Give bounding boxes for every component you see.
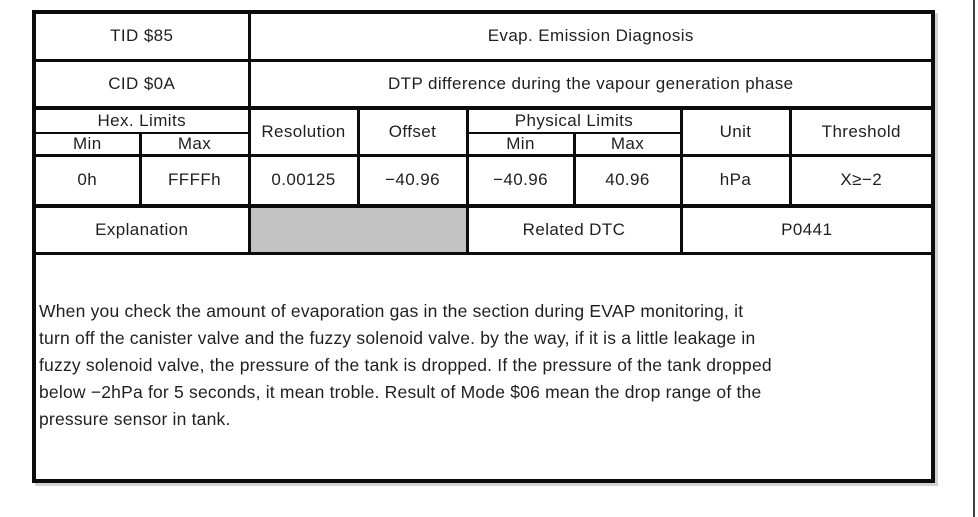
resolution-value: 0.00125 xyxy=(247,154,360,208)
hex-max-header: Max xyxy=(138,132,251,157)
offset-value: −40.96 xyxy=(356,154,469,208)
explanation-text-row: When you check the amount of evaporation… xyxy=(32,252,935,482)
resolution-header: Resolution xyxy=(247,107,360,157)
cid-description-cell: DTP difference during the vapour generat… xyxy=(247,59,935,110)
explanation-label-cell: Explanation xyxy=(32,204,251,255)
unit-value: hPa xyxy=(679,154,792,208)
related-dtc-value-cell: P0441 xyxy=(679,204,935,255)
values-row: 0h FFFFh 0.00125 −40.96 −40.96 40.96 hPa… xyxy=(32,154,935,208)
cid-row: CID $0A DTP difference during the vapour… xyxy=(32,59,935,110)
physical-limits-header: Physical Limits xyxy=(465,107,683,134)
page-edge-line xyxy=(973,0,975,517)
hex-limits-header: Hex. Limits xyxy=(32,107,251,134)
hex-max-value: FFFFh xyxy=(138,154,251,208)
explanation-empty-gray-cell xyxy=(247,204,469,255)
tid-row: TID $85 Evap. Emission Diagnosis xyxy=(32,11,935,62)
hex-min-header: Min xyxy=(32,132,142,157)
threshold-header: Threshold xyxy=(788,107,935,157)
explanation-text-cell: When you check the amount of evaporation… xyxy=(32,252,935,482)
diagnostic-spec-table: TID $85 Evap. Emission Diagnosis CID $0A… xyxy=(32,10,936,483)
explanation-header-row: Explanation Related DTC P0441 xyxy=(32,204,935,255)
related-dtc-label-cell: Related DTC xyxy=(465,204,683,255)
tid-cell: TID $85 xyxy=(32,11,251,62)
diagnosis-title-cell: Evap. Emission Diagnosis xyxy=(247,11,935,62)
threshold-value: X≥−2 xyxy=(788,154,935,208)
unit-header: Unit xyxy=(679,107,792,157)
phys-max-value: 40.96 xyxy=(572,154,683,208)
hex-min-value: 0h xyxy=(32,154,142,208)
phys-min-header: Min xyxy=(465,132,576,157)
phys-min-value: −40.96 xyxy=(465,154,576,208)
phys-max-header: Max xyxy=(572,132,683,157)
header-row-top: Hex. Limits Resolution Offset Physical L… xyxy=(32,107,935,157)
cid-cell: CID $0A xyxy=(32,59,251,110)
header-row-minmax: Min Max Min Max xyxy=(32,132,933,157)
offset-header: Offset xyxy=(356,107,469,157)
